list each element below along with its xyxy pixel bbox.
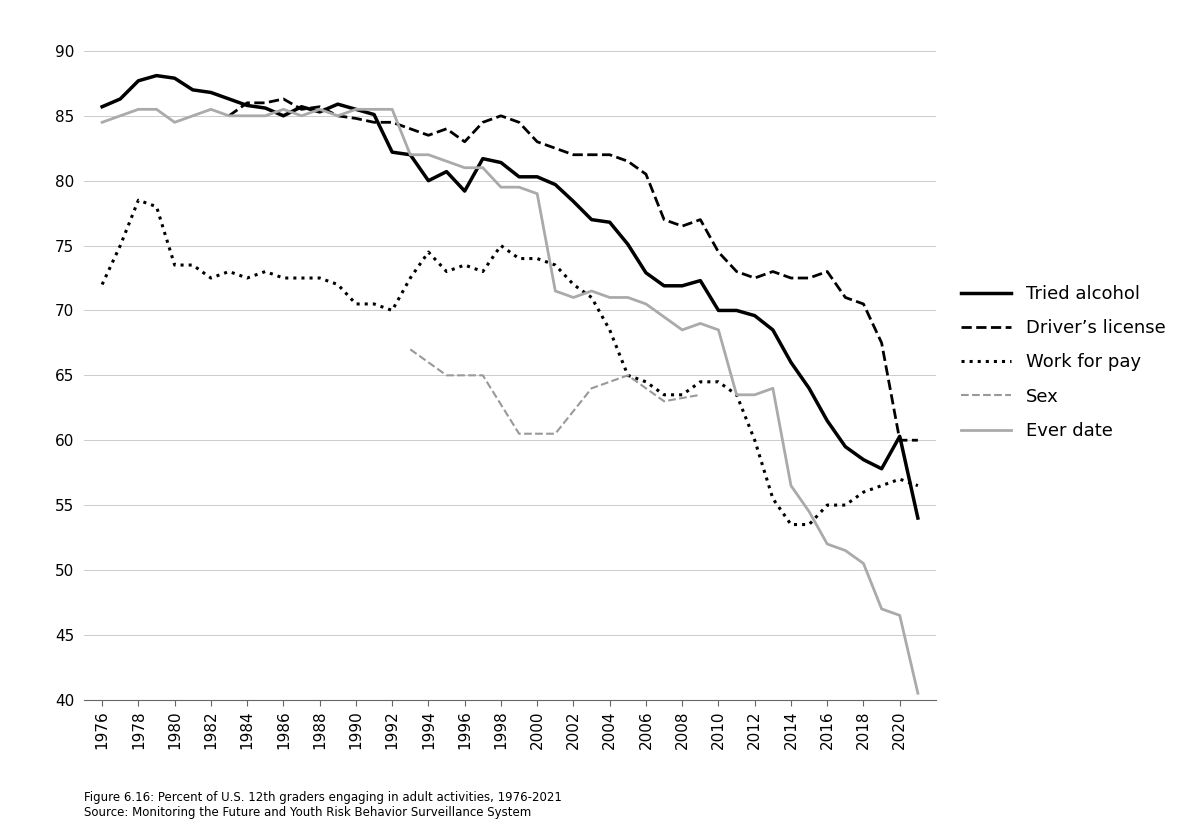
Text: Source: Monitoring the Future and Youth Risk Behavior Surveillance System: Source: Monitoring the Future and Youth …: [84, 806, 532, 820]
Legend: Tried alcohol, Driver’s license, Work for pay, Sex, Ever date: Tried alcohol, Driver’s license, Work fo…: [954, 277, 1172, 447]
Text: Figure 6.16: Percent of U.S. 12th graders engaging in adult activities, 1976-202: Figure 6.16: Percent of U.S. 12th grader…: [84, 791, 562, 805]
